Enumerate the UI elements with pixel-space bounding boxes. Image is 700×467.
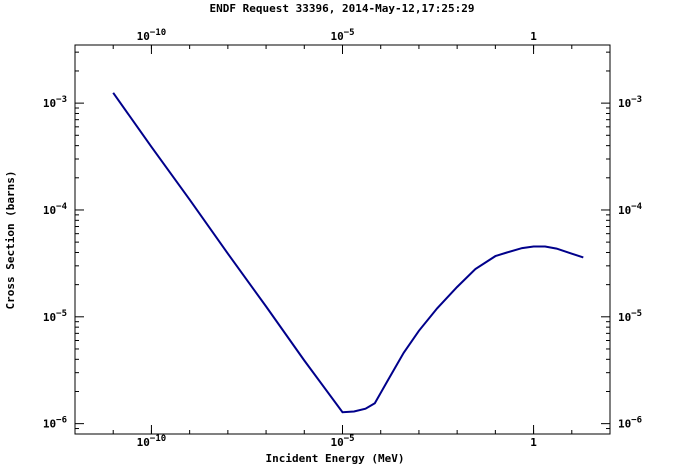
y-axis-label: Cross Section (barns) xyxy=(4,170,17,309)
y-tick-label-left: 10−3 xyxy=(43,95,67,110)
plot-frame xyxy=(74,44,611,435)
y-tick-label-right: 10−4 xyxy=(618,202,643,217)
y-tick-label-left: 10−5 xyxy=(43,309,67,324)
chart-title: ENDF Request 33396, 2014-May-12,17:25:29 xyxy=(210,2,475,15)
x-tick-label-bottom: 10−5 xyxy=(330,434,354,449)
y-tick-label-left: 10−6 xyxy=(43,416,67,431)
y-tick-label-left: 10−4 xyxy=(43,202,68,217)
x-axis-label: Incident Energy (MeV) xyxy=(265,452,404,465)
x-tick-label-top: 1 xyxy=(530,30,537,43)
x-tick-label-bottom: 1 xyxy=(530,436,537,449)
tick-labels-layer: 10−10 10−10 10−5 10−5 1 1 10−3 10−3 10−4 10−4 10−5… xyxy=(43,28,643,449)
x-tick-label-top: 10−10 xyxy=(137,28,167,43)
x-tick-label-top: 10−5 xyxy=(330,28,354,43)
series-line xyxy=(112,92,584,414)
y-tick-label-right: 10−5 xyxy=(618,309,642,324)
ticks-layer xyxy=(74,45,611,434)
y-tick-label-right: 10−3 xyxy=(618,95,642,110)
y-tick-label-right: 10−6 xyxy=(618,416,642,431)
x-tick-label-bottom: 10−10 xyxy=(137,434,167,449)
